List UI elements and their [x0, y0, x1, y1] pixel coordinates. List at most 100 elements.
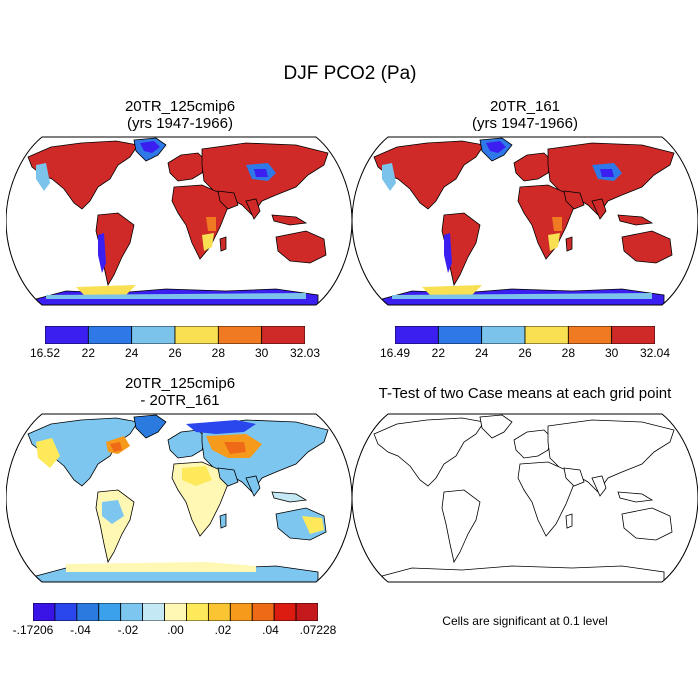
colorbar-box [395, 326, 439, 344]
colorbar-box [87, 326, 133, 344]
panel-title-line2: (yrs 1947-1966) [127, 115, 233, 132]
colorbar-labels-case1: 16.52 22 24 26 28 30 32.03 [30, 346, 320, 362]
landmass-africa [171, 184, 229, 260]
colorbar-tick-label: .07228 [299, 623, 337, 637]
colorbar-labels-difference: -.17206 -.04 -.02 .00 .02 .04 .07228 [13, 623, 337, 639]
antarctic-coast-change [66, 562, 256, 572]
landmass-india [245, 475, 261, 497]
amazon-decrease [102, 500, 124, 524]
colorbar-box [207, 603, 231, 621]
colorbar-tick-label: 28 [211, 346, 226, 360]
figure-title: DJF PCO2 (Pa) [283, 63, 417, 84]
colorbar-case1 [45, 326, 305, 344]
colorbar-tick-label: 22 [81, 346, 96, 360]
map-difference [6, 413, 352, 583]
andes-low-zone [98, 233, 106, 273]
colorbar-tick-label: 16.49 [379, 346, 411, 360]
colorbar-tick-label: 28 [561, 346, 576, 360]
east-africa-zone [206, 217, 216, 231]
colorbar-tick-label: 24 [474, 346, 489, 360]
colorbar-box [567, 326, 613, 344]
colorbar-box [229, 603, 253, 621]
north-america-west-increase [36, 438, 60, 468]
landmass-africa [517, 461, 575, 537]
map-ttest [352, 413, 698, 583]
southern-africa-zone [202, 233, 214, 251]
landmass-northAmerica [373, 417, 485, 487]
map-case1 [6, 136, 352, 306]
colorbar-tick-label: 32.03 [289, 346, 321, 360]
panel-title-case2: 20TR_161 (yrs 1947-1966) [400, 98, 650, 132]
greenland-low-zone [486, 141, 506, 153]
colorbar-box [611, 326, 655, 344]
panel-title-difference: 20TR_125cmip6 - 20TR_161 [55, 375, 305, 409]
antarctic-coast-zone [422, 285, 482, 297]
andes-low-zone [444, 233, 452, 273]
colorbar-tick-label: .04 [262, 623, 279, 637]
colorbar-box [524, 326, 569, 344]
landmass-europe [167, 429, 207, 459]
landmass-europe [167, 152, 207, 182]
colorbar-tick-label: -.04 [70, 623, 91, 637]
colorbar-labels-case2: 16.49 22 24 26 28 30 32.04 [380, 346, 670, 362]
tibet-core-zone [254, 169, 268, 177]
landmass-madagascar [219, 513, 227, 529]
colorbar-tick-label: -.17206 [12, 623, 54, 637]
colorbar-box [295, 603, 318, 621]
landmass-indonesia [617, 491, 654, 503]
colorbar-box [261, 326, 305, 344]
panel-title-line1: 20TR_125cmip6 [124, 98, 236, 115]
significance-note: Cells are significant at 0.1 level [442, 614, 608, 628]
southern-africa-zone [548, 233, 560, 251]
colorbar-tick-label: -.02 [117, 623, 139, 637]
colorbar-box [76, 603, 100, 621]
colorbar-box [273, 603, 297, 621]
colorbar-box [54, 603, 78, 621]
landmass-antarctica [381, 565, 665, 582]
landmass-southAmerica [441, 489, 481, 564]
colorbar-box [437, 326, 483, 344]
landmass-europe [513, 429, 553, 459]
colorbar-box [45, 326, 89, 344]
colorbar-box [251, 603, 275, 621]
landmass-indonesia [617, 214, 654, 226]
tibet-core-zone [600, 169, 614, 177]
panel-title-ttest: T-Test of two Case means at each grid po… [352, 385, 698, 402]
panel-title-line1: T-Test of two Case means at each grid po… [378, 385, 672, 402]
colorbar-tick-label: 24 [124, 346, 139, 360]
colorbar-tick-label: .00 [167, 623, 184, 637]
map-frame [6, 136, 352, 306]
map-land-layer [27, 137, 329, 305]
landmass-indonesia [271, 491, 308, 503]
colorbar-tick-label: 22 [431, 346, 446, 360]
panel-title-line2: (yrs 1947-1966) [472, 115, 578, 132]
colorbar-box [174, 326, 219, 344]
panel-title-line2: - 20TR_161 [140, 392, 220, 409]
landmass-india [245, 198, 261, 220]
landmass-greenland [133, 414, 167, 439]
map-frame [352, 136, 698, 306]
colorbar-box [481, 326, 526, 344]
east-australia-increase [302, 516, 324, 534]
colorbar-tick-label: .02 [214, 623, 232, 637]
colorbar-case2 [395, 326, 655, 344]
panel-title-line1: 20TR_125cmip6 [124, 375, 236, 392]
map-case2 [352, 136, 698, 306]
landmass-greenland [479, 414, 513, 439]
colorbar-box [33, 603, 56, 621]
landmass-australia [621, 507, 673, 541]
colorbar-tick-label: 16.52 [29, 346, 61, 360]
landmass-madagascar [219, 236, 227, 252]
colorbar-box [217, 326, 263, 344]
sahara-increase [182, 466, 212, 486]
colorbar-box [120, 603, 144, 621]
landmass-india [591, 475, 607, 497]
greenland-low-zone [140, 141, 160, 153]
colorbar-difference [33, 603, 318, 621]
landmass-africa [517, 184, 575, 260]
antarctic-interior-zone [46, 293, 306, 299]
panel-title-line1: 20TR_161 [489, 98, 561, 115]
north-america-east-peak [110, 442, 122, 452]
landmass-india [591, 198, 607, 220]
colorbar-box [142, 603, 165, 621]
